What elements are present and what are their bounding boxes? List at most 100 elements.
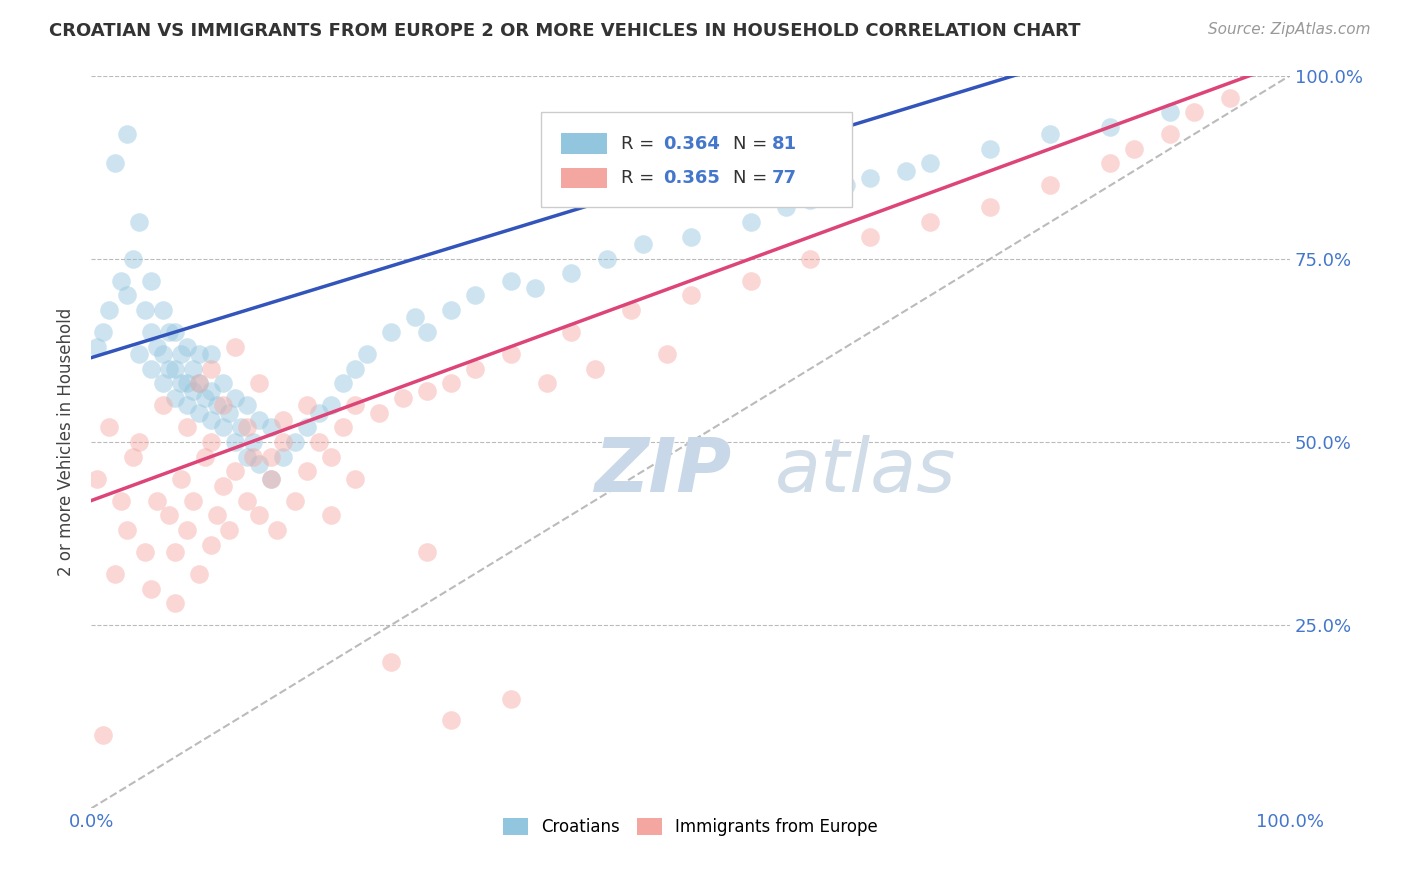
Point — [139, 325, 162, 339]
Point — [152, 347, 174, 361]
Point — [176, 420, 198, 434]
Point — [260, 472, 283, 486]
Point — [343, 361, 366, 376]
Point — [1039, 127, 1062, 141]
Point — [499, 347, 522, 361]
Point — [499, 691, 522, 706]
Point — [200, 361, 222, 376]
Point — [295, 420, 318, 434]
Point — [260, 450, 283, 464]
Point — [464, 361, 486, 376]
Point — [181, 493, 204, 508]
Text: R =: R = — [621, 169, 659, 187]
Point — [170, 376, 193, 391]
Point — [416, 325, 439, 339]
Point — [236, 420, 259, 434]
Point — [165, 361, 187, 376]
Point — [115, 523, 138, 537]
Text: N =: N = — [733, 169, 772, 187]
Point — [176, 523, 198, 537]
Point — [1182, 105, 1205, 120]
Point — [1219, 90, 1241, 104]
Text: 0.365: 0.365 — [664, 169, 720, 187]
Point — [122, 450, 145, 464]
Point — [188, 347, 211, 361]
Point — [247, 457, 270, 471]
Point — [595, 252, 617, 266]
Point — [1159, 105, 1181, 120]
Point — [165, 545, 187, 559]
Point — [404, 310, 426, 325]
Point — [242, 450, 264, 464]
Point — [1123, 142, 1146, 156]
Point — [271, 434, 294, 449]
Point — [740, 274, 762, 288]
Point — [122, 252, 145, 266]
Point — [560, 325, 582, 339]
Point — [242, 434, 264, 449]
Point — [464, 288, 486, 302]
Point — [176, 398, 198, 412]
Point — [165, 325, 187, 339]
Point — [205, 398, 228, 412]
Point — [181, 361, 204, 376]
Point — [920, 215, 942, 229]
Y-axis label: 2 or more Vehicles in Household: 2 or more Vehicles in Household — [58, 308, 75, 576]
Point — [740, 215, 762, 229]
Point — [343, 398, 366, 412]
Point — [86, 340, 108, 354]
Point — [1099, 120, 1122, 134]
Point — [104, 156, 127, 170]
Text: CROATIAN VS IMMIGRANTS FROM EUROPE 2 OR MORE VEHICLES IN HOUSEHOLD CORRELATION C: CROATIAN VS IMMIGRANTS FROM EUROPE 2 OR … — [49, 22, 1081, 40]
Point — [218, 523, 240, 537]
Point — [1039, 178, 1062, 193]
Text: ZIP: ZIP — [595, 434, 733, 508]
Point — [146, 340, 169, 354]
Point — [440, 714, 463, 728]
Point — [194, 391, 217, 405]
Point — [319, 398, 342, 412]
Text: 77: 77 — [772, 169, 797, 187]
Point — [523, 281, 546, 295]
Point — [165, 391, 187, 405]
Point — [200, 538, 222, 552]
Point — [236, 398, 259, 412]
Point — [380, 655, 402, 669]
Point — [247, 413, 270, 427]
Point — [104, 566, 127, 581]
Point — [343, 472, 366, 486]
Point — [212, 398, 235, 412]
Point — [775, 201, 797, 215]
Point — [620, 303, 643, 318]
Point — [536, 376, 558, 391]
Point — [679, 229, 702, 244]
Point — [157, 325, 180, 339]
Point — [110, 493, 132, 508]
Point — [266, 523, 288, 537]
Point — [236, 493, 259, 508]
Point — [212, 420, 235, 434]
Point — [835, 178, 858, 193]
Point — [440, 303, 463, 318]
Point — [247, 508, 270, 523]
Point — [128, 347, 150, 361]
Text: R =: R = — [621, 135, 659, 153]
Point — [170, 347, 193, 361]
Point — [134, 545, 156, 559]
Point — [260, 420, 283, 434]
Point — [224, 340, 246, 354]
Point — [152, 376, 174, 391]
Point — [200, 413, 222, 427]
Point — [247, 376, 270, 391]
Point — [128, 434, 150, 449]
Point — [295, 464, 318, 478]
FancyBboxPatch shape — [541, 112, 852, 208]
Point — [229, 420, 252, 434]
Point — [380, 325, 402, 339]
Point — [188, 376, 211, 391]
Point — [152, 398, 174, 412]
Point — [332, 420, 354, 434]
Point — [799, 193, 821, 207]
Point — [392, 391, 415, 405]
Point — [583, 361, 606, 376]
